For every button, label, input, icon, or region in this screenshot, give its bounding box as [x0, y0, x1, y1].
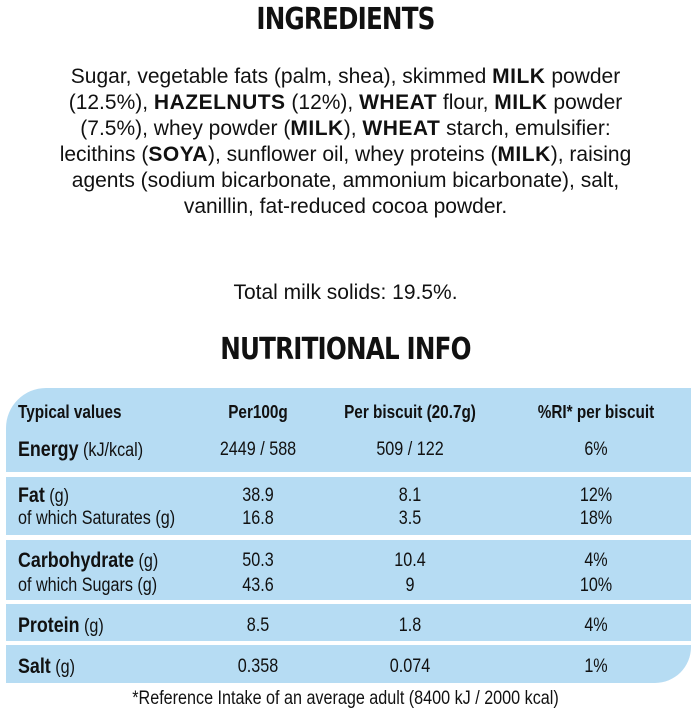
- ingredient-text: powder: [545, 65, 621, 88]
- cell-value: 38.9: [242, 485, 274, 506]
- nutrient-name: Carbohydrate: [18, 549, 135, 572]
- header-typical-values: Typical values: [18, 402, 122, 422]
- cell-value: 10%: [579, 575, 613, 596]
- ingredient-text: ),: [343, 117, 363, 140]
- ingredients-line: (12.5%), HAZELNUTS (12%), WHEAT flour, M…: [0, 90, 691, 116]
- cell-value: 0.358: [237, 656, 279, 677]
- ingredient-text: ), sunflower oil, whey proteins (: [207, 143, 498, 166]
- cell-value: 43.6: [242, 575, 274, 596]
- cell-value: 8.5: [246, 615, 270, 636]
- footnote: *Reference Intake of an average adult (8…: [132, 688, 559, 709]
- ingredient-text: agents (sodium bicarbonate, ammonium bic…: [71, 169, 620, 192]
- table-group: [6, 645, 691, 683]
- table-group: [6, 388, 691, 472]
- ingredient-text: (12.5%),: [68, 91, 154, 114]
- nutrition-table: Typical values Per100g Per biscuit (20.7…: [6, 388, 691, 684]
- ingredients-line: vanillin, fat-reduced cocoa powder.: [0, 194, 691, 220]
- row-label: Carbohydrate (g): [18, 549, 158, 573]
- ingredient-text: flour,: [437, 91, 495, 114]
- header-per-biscuit: Per biscuit (20.7g): [344, 402, 476, 422]
- row-label: of which Saturates (g): [18, 508, 176, 529]
- nutrient-unit: (g): [134, 551, 159, 572]
- ingredient-text: vanillin, fat-reduced cocoa powder.: [183, 195, 508, 218]
- allergen: MILK: [492, 65, 546, 88]
- row-label: Salt (g): [18, 655, 75, 679]
- ingredient-text: (12%),: [285, 91, 360, 114]
- nutrient-name: Fat: [18, 484, 45, 507]
- ingredient-text: Sugar, vegetable fats (palm, shea), skim…: [70, 65, 493, 88]
- allergen: MILK: [494, 91, 548, 114]
- cell-value: 12%: [579, 485, 613, 506]
- table-group: [6, 604, 691, 641]
- allergen: MILK: [497, 143, 551, 166]
- row-label: Fat (g): [18, 484, 69, 508]
- nutrient-unit: (kJ/kcal): [78, 440, 144, 461]
- cell-value: 1.8: [398, 615, 422, 636]
- cell-value: 50.3: [242, 550, 274, 571]
- ingredient-text: starch, emulsifier:: [440, 117, 611, 140]
- cell-value: 509 / 122: [376, 439, 444, 460]
- cell-value: 18%: [579, 508, 613, 529]
- cell-value: 9: [405, 575, 415, 596]
- nutrient-unit: (g): [50, 657, 75, 678]
- ingredient-text: powder: [547, 91, 623, 114]
- nutrient-unit: (g): [79, 616, 104, 637]
- allergen: HAZELNUTS: [153, 91, 286, 114]
- ingredients-line: agents (sodium bicarbonate, ammonium bic…: [0, 168, 691, 194]
- cell-value: 4%: [584, 615, 608, 636]
- cell-value: 0.074: [389, 656, 431, 677]
- allergen: WHEAT: [359, 91, 438, 114]
- total-milk-solids: Total milk solids: 19.5%.: [233, 281, 458, 304]
- cell-value: 2449 / 588: [219, 439, 297, 460]
- nutrient-unit: (g): [44, 486, 69, 507]
- cell-value: 8.1: [398, 485, 422, 506]
- table-group: [6, 540, 691, 600]
- cell-value: 16.8: [242, 508, 274, 529]
- header-per100g: Per100g: [228, 402, 288, 422]
- ingredients-title: INGREDIENTS: [256, 2, 435, 37]
- ingredients-line: (7.5%), whey powder (MILK), WHEAT starch…: [0, 116, 691, 142]
- cell-value: 1%: [584, 656, 608, 677]
- nutrient-name: Energy: [18, 438, 79, 461]
- row-label: of which Sugars (g): [18, 575, 158, 596]
- nutrient-name: Protein: [18, 614, 80, 637]
- cell-value: 3.5: [398, 508, 422, 529]
- row-label: Energy (kJ/kcal): [18, 438, 143, 462]
- cell-value: 10.4: [394, 550, 426, 571]
- cell-value: 6%: [584, 439, 608, 460]
- ingredient-text: lecithins (: [59, 143, 149, 166]
- ingredients-line: lecithins (SOYA), sunflower oil, whey pr…: [0, 142, 691, 168]
- ingredient-text: ), raising: [550, 143, 632, 166]
- nutrition-title: NUTRITIONAL INFO: [220, 332, 471, 367]
- ingredients-line: Sugar, vegetable fats (palm, shea), skim…: [0, 64, 691, 90]
- row-label: Protein (g): [18, 614, 104, 638]
- allergen: WHEAT: [362, 117, 441, 140]
- ingredient-text: (7.5%), whey powder (: [80, 117, 291, 140]
- table-group: [6, 477, 691, 535]
- ingredients-list: Sugar, vegetable fats (palm, shea), skim…: [0, 64, 691, 220]
- nutrient-name: Salt: [18, 655, 51, 678]
- allergen: MILK: [290, 117, 344, 140]
- header-ri: %RI* per biscuit: [537, 402, 655, 422]
- cell-value: 4%: [584, 550, 608, 571]
- allergen: SOYA: [148, 143, 208, 166]
